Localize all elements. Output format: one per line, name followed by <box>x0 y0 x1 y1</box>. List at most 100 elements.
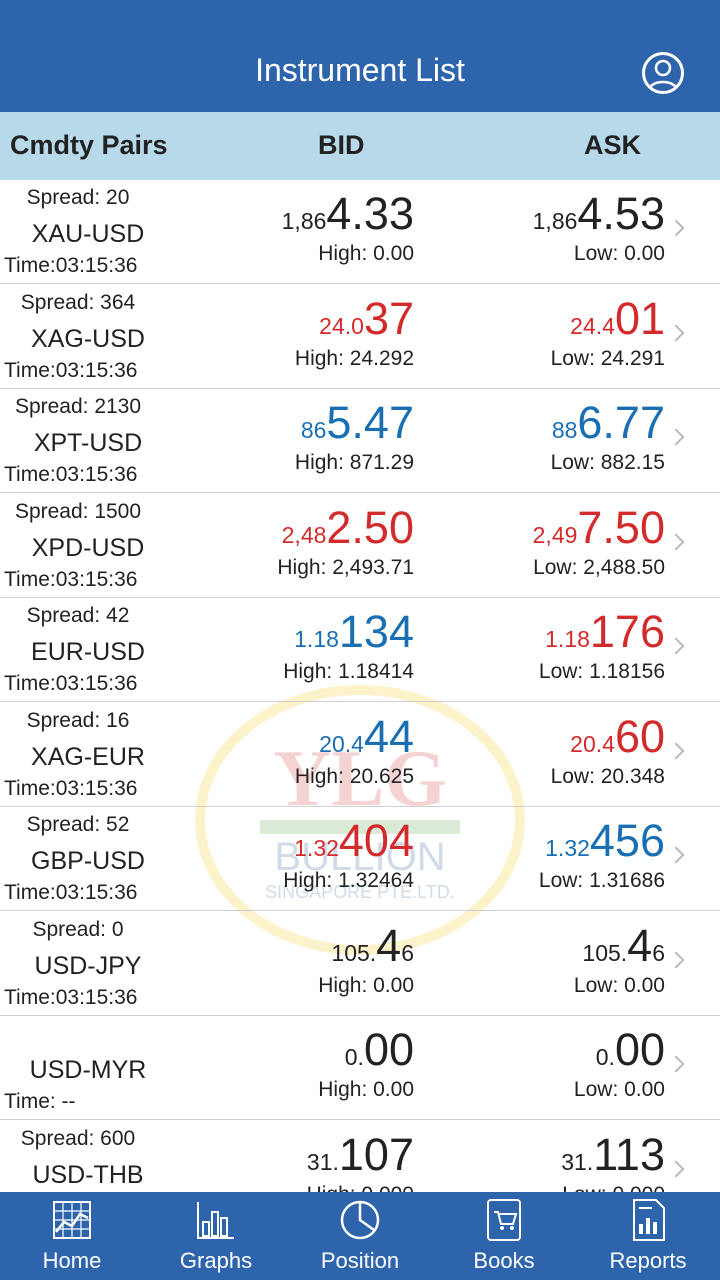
tab-books[interactable]: Books <box>432 1192 576 1280</box>
ask-price-prefix: 0. <box>595 1044 615 1070</box>
bid-price: 865.47 <box>301 397 414 449</box>
high-label: High: 1.32464 <box>283 869 414 892</box>
chevron-right-icon[interactable] <box>667 1160 685 1177</box>
chevron-right-icon[interactable] <box>667 428 685 446</box>
tab-reports[interactable]: Reports <box>576 1192 720 1280</box>
high-label: High: 20.625 <box>294 764 414 788</box>
spread-label: Spread: 364 <box>20 290 136 314</box>
tab-graphs[interactable]: Graphs <box>144 1192 288 1280</box>
chevron-right-icon[interactable] <box>667 951 685 968</box>
ask-price-prefix: 1.32 <box>545 835 590 861</box>
spread-label: Spread: 42 <box>26 604 130 627</box>
low-label: Low: 20.348 <box>550 764 665 788</box>
high-label: High: 1.18414 <box>283 660 414 683</box>
ask-price-prefix: 105. <box>582 939 628 966</box>
ask-price: 0.00 <box>596 1024 665 1076</box>
tab-reports-label: Reports <box>609 1248 687 1273</box>
ask-price-prefix: 1,86 <box>532 208 578 234</box>
high-label: High: 0.00 <box>318 242 414 265</box>
column-bid: BID <box>318 130 365 160</box>
bid-price: 1,864.33 <box>282 188 414 240</box>
ask-price-main: 4 <box>627 919 653 971</box>
tab-bar: Home Graphs Position Books <box>0 1192 720 1280</box>
bid-price-prefix: 1.18 <box>294 626 339 652</box>
symbol-label: XPT-USD <box>33 429 143 457</box>
instrument-row[interactable]: Spread: 42 EUR-USD Time:03:15:36 1.18134 Hig… <box>0 598 720 702</box>
symbol-label: USD-MYR <box>29 1056 147 1084</box>
instrument-row[interactable]: Spread: 1500 XPD-USD Time:03:15:36 2,482.50… <box>0 494 720 598</box>
report-icon <box>633 1199 665 1241</box>
time-label: Time:03:15:36 <box>4 254 138 277</box>
symbol-label: XAU-USD <box>31 220 145 248</box>
ask-price: 1.18176 <box>545 606 665 658</box>
time-label: Time:03:15:36 <box>4 881 138 904</box>
spread-label: Spread: 20 <box>26 186 130 209</box>
bid-price: 105.46 <box>331 920 414 972</box>
symbol-label: EUR-USD <box>31 638 145 666</box>
page-title: Instrument List <box>255 52 465 88</box>
bid-price-main: 2.50 <box>326 501 414 553</box>
instrument-row[interactable]: Spread: 20 XAU-USD Time:03:15:36 1,864.33 Hi… <box>0 180 720 284</box>
time-label: Time:03:15:36 <box>4 776 138 800</box>
symbol-label: USD-JPY <box>34 951 142 980</box>
chevron-right-icon[interactable] <box>667 1055 685 1073</box>
ask-price-prefix: 31. <box>561 1148 594 1175</box>
spread-label: Spread: 600 <box>20 1126 136 1150</box>
ask-price-main: 00 <box>614 1024 665 1075</box>
bid-price-prefix: 24.0 <box>319 312 364 339</box>
bid-price-prefix: 2,48 <box>281 521 327 548</box>
tab-home[interactable]: Home <box>0 1192 144 1280</box>
chevron-right-icon[interactable] <box>667 742 685 759</box>
ask-price-pip: 6 <box>652 939 665 966</box>
tab-graphs-label: Graphs <box>179 1248 253 1273</box>
chevron-right-icon[interactable] <box>667 846 685 864</box>
bid-price-main: 5.47 <box>326 397 414 448</box>
spread-label: Spread: 0 <box>32 917 124 941</box>
instrument-list: YLG BULLION SINGAPORE PTE.LTD. Spread: 2… <box>0 180 720 1192</box>
bid-price-main: 107 <box>338 1128 414 1180</box>
bid-price-prefix: 105. <box>331 939 377 966</box>
bid-price-prefix: 0. <box>344 1044 364 1070</box>
instrument-row[interactable]: Spread: 16 XAG-EUR Time:03:15:36 20.444 High… <box>0 703 720 807</box>
chevron-right-icon[interactable] <box>667 324 685 341</box>
tab-home-label: Home <box>42 1248 102 1273</box>
ask-price-prefix: 20.4 <box>570 730 615 757</box>
high-label: High: 24.292 <box>294 346 414 370</box>
bid-price-main: 134 <box>338 606 414 657</box>
instrument-row[interactable]: Spread: 0 USD-JPY Time:03:15:36 105.46 High:… <box>0 912 720 1016</box>
instrument-row[interactable]: USD-MYR Time: -- 0.00 High: 0.00 0.00 Low: 0.… <box>0 1016 720 1120</box>
ask-price-prefix: 2,49 <box>532 521 578 548</box>
time-label: Time:03:15:36 <box>4 672 138 695</box>
profile-icon[interactable] <box>642 52 684 94</box>
ask-price-main: 60 <box>614 710 665 762</box>
app-header: Instrument List <box>0 0 720 112</box>
chevron-right-icon[interactable] <box>667 533 685 550</box>
bid-price: 1.32404 <box>294 815 414 867</box>
bid-price: 0.00 <box>345 1024 414 1076</box>
high-label: High: 2,493.71 <box>277 555 414 579</box>
low-label: Low: 0.000 <box>562 1183 665 1193</box>
bid-price-main: 404 <box>338 815 414 866</box>
ask-price: 105.46 <box>582 920 665 972</box>
bid-price-main: 37 <box>363 292 414 344</box>
ask-price-main: 113 <box>593 1128 665 1180</box>
low-label: Low: 2,488.50 <box>533 555 665 579</box>
spread-label: Spread: 16 <box>26 708 130 732</box>
time-label: Time:03:15:36 <box>4 567 138 591</box>
spread-label: Spread: 52 <box>26 813 130 836</box>
instrument-row[interactable]: Spread: 52 GBP-USD Time:03:15:36 1.32404 Hig… <box>0 807 720 911</box>
ask-price-main: 6.77 <box>577 397 665 448</box>
ask-price: 886.77 <box>552 397 665 449</box>
ask-price: 2,497.50 <box>533 502 665 554</box>
instrument-row[interactable]: Spread: 364 XAG-USD Time:03:15:36 24.037 Hig… <box>0 285 720 389</box>
bid-price-main: 4.33 <box>326 188 414 239</box>
bid-price-prefix: 86 <box>300 417 327 443</box>
instrument-row[interactable]: Spread: 2130 XPT-USD Time:03:15:36 865.47 Hi… <box>0 389 720 493</box>
time-label: Time:03:15:36 <box>4 985 138 1009</box>
chevron-right-icon[interactable] <box>667 219 685 237</box>
chevron-right-icon[interactable] <box>667 637 685 655</box>
spread-label: Spread: 1500 <box>14 499 142 523</box>
tab-position[interactable]: Position <box>288 1192 432 1280</box>
bid-price: 2,482.50 <box>282 502 414 554</box>
